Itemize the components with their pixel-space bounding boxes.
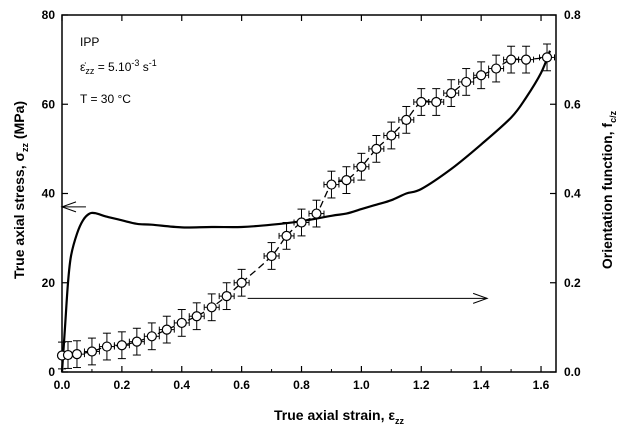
- x-tick-label: 1.4: [473, 378, 490, 392]
- x-tick-label: 0.4: [173, 378, 190, 392]
- orientation-data-point: [221, 291, 232, 302]
- right-y-tick-label: 0.6: [564, 97, 581, 111]
- annotation-strain-rate: ε̇zz = 5.10-3 s-1: [80, 58, 157, 76]
- left-y-tick-label: 40: [42, 187, 56, 201]
- x-tick-label: 1.6: [533, 378, 550, 392]
- orientation-data-point: [505, 54, 517, 65]
- annotation-material: IPP: [80, 35, 99, 49]
- orientation-data-point: [161, 324, 172, 335]
- x-tick-label: 1.2: [413, 378, 430, 392]
- plot-area-border: [61, 14, 557, 373]
- orientation-data-point: [401, 114, 412, 125]
- orientation-data-point: [476, 70, 487, 81]
- orientation-data-point: [86, 346, 98, 357]
- orientation-data-point: [281, 230, 292, 241]
- x-axis-title: True axial strain, εzz: [274, 407, 405, 426]
- left-y-tick-label: 0: [48, 365, 55, 379]
- x-tick-label: 0.2: [114, 378, 131, 392]
- annotation-temperature: T = 30 °C: [80, 92, 131, 106]
- x-axis-ticks: 0.0 0.2 0.4 0.6 0.8 1.0 1.2 1.4 1.6: [54, 15, 550, 392]
- orientation-data-point: [386, 130, 397, 141]
- series-layer: [56, 43, 556, 373]
- right-y-tick-label: 0.8: [564, 8, 581, 22]
- stress-strain-curve: [60, 50, 552, 373]
- orientation-data-point: [416, 96, 427, 108]
- orientation-data-point: [101, 341, 113, 352]
- orientation-data-point: [191, 311, 202, 322]
- left-y-tick-label: 20: [42, 276, 56, 290]
- x-tick-label: 0.6: [233, 378, 250, 392]
- left-axis-arrow-head: [60, 201, 77, 213]
- orientation-data-point: [326, 179, 337, 190]
- orientation-data-point: [71, 349, 83, 360]
- orientation-data-point: [520, 54, 532, 65]
- orientation-data-point: [116, 340, 127, 351]
- right-y-tick-label: 0.0: [564, 365, 581, 379]
- orientation-data-point: [461, 76, 472, 88]
- left-y-tick-label: 80: [42, 8, 56, 22]
- plot-frame: [61, 14, 557, 373]
- left-y-axis-title: True axial stress, σzz (MPa): [11, 101, 30, 279]
- orientation-data-point: [296, 217, 307, 228]
- orientation-data-point: [62, 349, 74, 361]
- orientation-data-point: [431, 96, 442, 108]
- orientation-data-point: [311, 208, 322, 219]
- right-y-axis-title: Orientation function, fc/z: [599, 110, 618, 269]
- x-tick-label: 0.0: [54, 378, 71, 392]
- right-y-tick-label: 0.2: [564, 276, 581, 290]
- orientation-data-point: [146, 331, 157, 342]
- orientation-data-point: [446, 87, 457, 99]
- orientation-data-point: [341, 175, 352, 186]
- orientation-data-point: [236, 277, 247, 288]
- orientation-fit-line: [61, 56, 548, 357]
- axis-arrows: [60, 201, 489, 304]
- orientation-data-point: [356, 161, 367, 172]
- x-tick-label: 1.0: [353, 378, 370, 392]
- orientation-data-point: [206, 302, 217, 313]
- orientation-data-point: [266, 250, 277, 262]
- right-y-tick-label: 0.4: [564, 187, 581, 201]
- right-y-axis-ticks: 0.0 0.2 0.4 0.6 0.8: [550, 8, 581, 379]
- left-y-axis-ticks: 0 20 40 60 80: [42, 8, 68, 379]
- right-axis-arrow-head: [472, 292, 489, 304]
- x-tick-label: 0.8: [293, 378, 310, 392]
- orientation-data-point: [491, 63, 502, 74]
- orientation-data-point: [131, 336, 142, 347]
- left-y-tick-label: 60: [42, 97, 56, 111]
- orientation-data-point: [541, 52, 553, 63]
- orientation-data-point: [176, 317, 187, 329]
- orientation-data-point: [371, 143, 382, 154]
